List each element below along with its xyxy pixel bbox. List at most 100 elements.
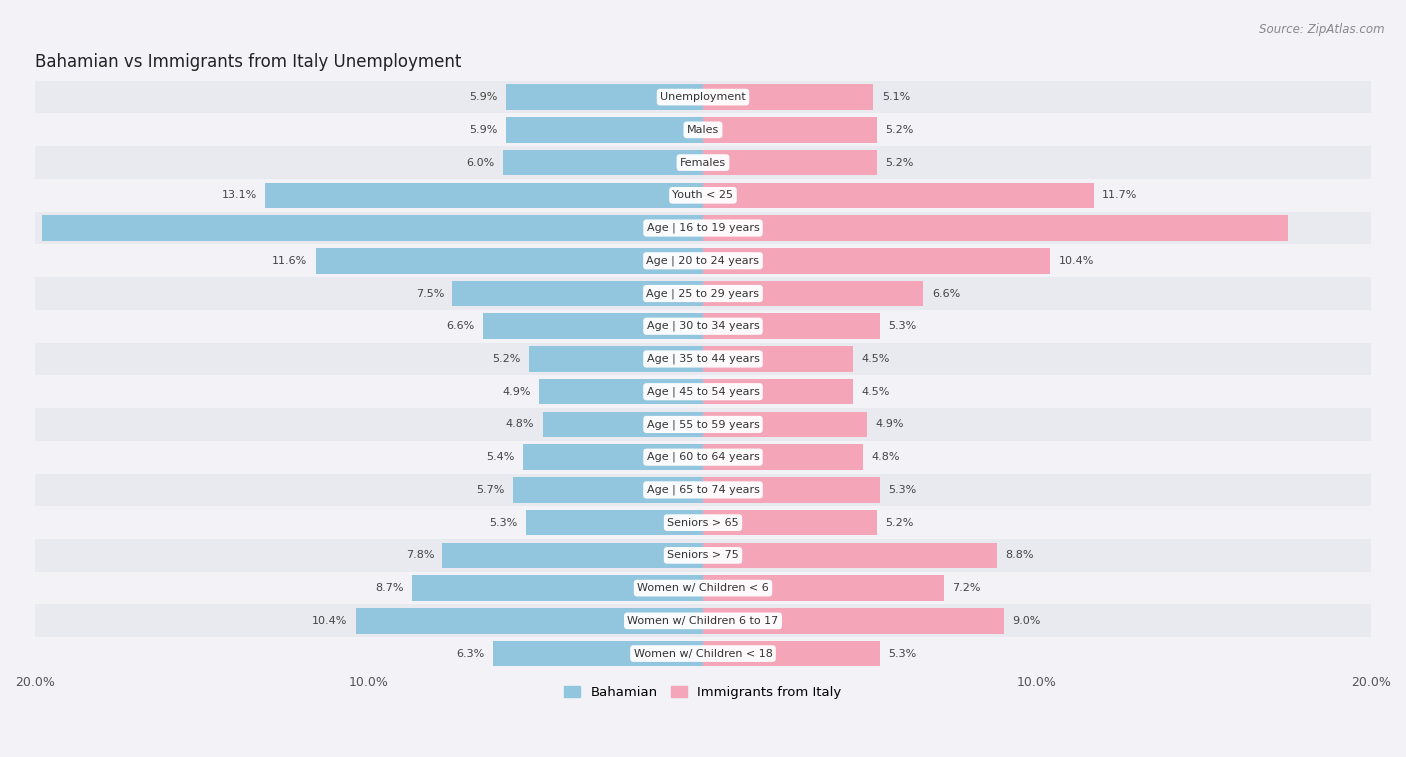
Bar — [502, 150, 703, 176]
Text: 5.3%: 5.3% — [889, 485, 917, 495]
Bar — [356, 608, 703, 634]
Bar — [703, 346, 853, 372]
Text: 5.3%: 5.3% — [889, 649, 917, 659]
Bar — [703, 248, 1050, 273]
Text: 8.8%: 8.8% — [1005, 550, 1033, 560]
Text: 5.2%: 5.2% — [492, 354, 522, 364]
Bar — [35, 637, 1371, 670]
Text: 4.5%: 4.5% — [862, 387, 890, 397]
Bar — [703, 117, 877, 142]
Text: Females: Females — [681, 157, 725, 167]
Bar — [482, 313, 703, 339]
Text: 5.3%: 5.3% — [889, 321, 917, 332]
Bar — [35, 343, 1371, 375]
Bar — [42, 215, 703, 241]
Text: 5.2%: 5.2% — [884, 518, 914, 528]
Bar — [35, 212, 1371, 245]
Bar — [526, 510, 703, 535]
Bar — [35, 605, 1371, 637]
Text: 19.8%: 19.8% — [654, 223, 693, 233]
Bar — [35, 474, 1371, 506]
Text: Women w/ Children < 18: Women w/ Children < 18 — [634, 649, 772, 659]
Text: 7.5%: 7.5% — [416, 288, 444, 298]
Bar — [506, 84, 703, 110]
Text: Age | 60 to 64 years: Age | 60 to 64 years — [647, 452, 759, 463]
Bar — [523, 444, 703, 470]
Text: 5.7%: 5.7% — [475, 485, 505, 495]
Text: 6.3%: 6.3% — [456, 649, 484, 659]
Text: Age | 45 to 54 years: Age | 45 to 54 years — [647, 387, 759, 397]
Text: 5.1%: 5.1% — [882, 92, 910, 102]
Text: Age | 25 to 29 years: Age | 25 to 29 years — [647, 288, 759, 299]
Text: 7.2%: 7.2% — [952, 583, 980, 593]
Bar — [35, 179, 1371, 212]
Text: 4.5%: 4.5% — [862, 354, 890, 364]
Text: 10.4%: 10.4% — [312, 616, 347, 626]
Bar — [703, 444, 863, 470]
Text: 13.1%: 13.1% — [222, 190, 257, 201]
Text: 8.7%: 8.7% — [375, 583, 404, 593]
Bar — [35, 506, 1371, 539]
Text: Age | 55 to 59 years: Age | 55 to 59 years — [647, 419, 759, 430]
Bar — [35, 441, 1371, 474]
Bar — [453, 281, 703, 307]
Bar — [35, 245, 1371, 277]
Text: 5.2%: 5.2% — [884, 125, 914, 135]
Text: Age | 30 to 34 years: Age | 30 to 34 years — [647, 321, 759, 332]
Text: Women w/ Children < 6: Women w/ Children < 6 — [637, 583, 769, 593]
Text: 5.2%: 5.2% — [884, 157, 914, 167]
Text: 5.3%: 5.3% — [489, 518, 517, 528]
Bar — [513, 477, 703, 503]
Bar — [703, 281, 924, 307]
Bar — [492, 641, 703, 666]
Text: 10.4%: 10.4% — [1059, 256, 1094, 266]
Text: Age | 20 to 24 years: Age | 20 to 24 years — [647, 256, 759, 266]
Bar — [540, 379, 703, 404]
Text: Males: Males — [688, 125, 718, 135]
Bar — [266, 182, 703, 208]
Bar — [703, 510, 877, 535]
Bar — [543, 412, 703, 438]
Text: 5.9%: 5.9% — [470, 125, 498, 135]
Text: Youth < 25: Youth < 25 — [672, 190, 734, 201]
Text: 7.8%: 7.8% — [405, 550, 434, 560]
Text: Seniors > 65: Seniors > 65 — [668, 518, 738, 528]
Text: 6.6%: 6.6% — [932, 288, 960, 298]
Bar — [703, 150, 877, 176]
Text: 4.8%: 4.8% — [872, 452, 900, 463]
Text: 4.8%: 4.8% — [506, 419, 534, 429]
Bar — [703, 608, 1004, 634]
Bar — [703, 182, 1094, 208]
Text: 5.9%: 5.9% — [470, 92, 498, 102]
Bar — [35, 310, 1371, 343]
Bar — [703, 641, 880, 666]
Text: 4.9%: 4.9% — [875, 419, 904, 429]
Bar — [703, 412, 866, 438]
Text: 9.0%: 9.0% — [1012, 616, 1040, 626]
Text: 6.0%: 6.0% — [465, 157, 495, 167]
Bar — [35, 81, 1371, 114]
Bar — [703, 575, 943, 601]
Bar — [35, 146, 1371, 179]
Bar — [35, 539, 1371, 572]
Text: Age | 65 to 74 years: Age | 65 to 74 years — [647, 484, 759, 495]
Bar — [35, 114, 1371, 146]
Text: Age | 35 to 44 years: Age | 35 to 44 years — [647, 354, 759, 364]
Bar — [35, 408, 1371, 441]
Bar — [315, 248, 703, 273]
Bar — [703, 543, 997, 569]
Text: 5.4%: 5.4% — [486, 452, 515, 463]
Text: Age | 16 to 19 years: Age | 16 to 19 years — [647, 223, 759, 233]
Text: Women w/ Children 6 to 17: Women w/ Children 6 to 17 — [627, 616, 779, 626]
Bar — [35, 277, 1371, 310]
Bar — [35, 375, 1371, 408]
Text: Bahamian vs Immigrants from Italy Unemployment: Bahamian vs Immigrants from Italy Unempl… — [35, 53, 461, 71]
Text: Unemployment: Unemployment — [661, 92, 745, 102]
Bar — [412, 575, 703, 601]
Bar — [506, 117, 703, 142]
Text: 4.9%: 4.9% — [502, 387, 531, 397]
Text: 11.6%: 11.6% — [271, 256, 307, 266]
Bar — [529, 346, 703, 372]
Bar — [703, 379, 853, 404]
Text: Source: ZipAtlas.com: Source: ZipAtlas.com — [1260, 23, 1385, 36]
